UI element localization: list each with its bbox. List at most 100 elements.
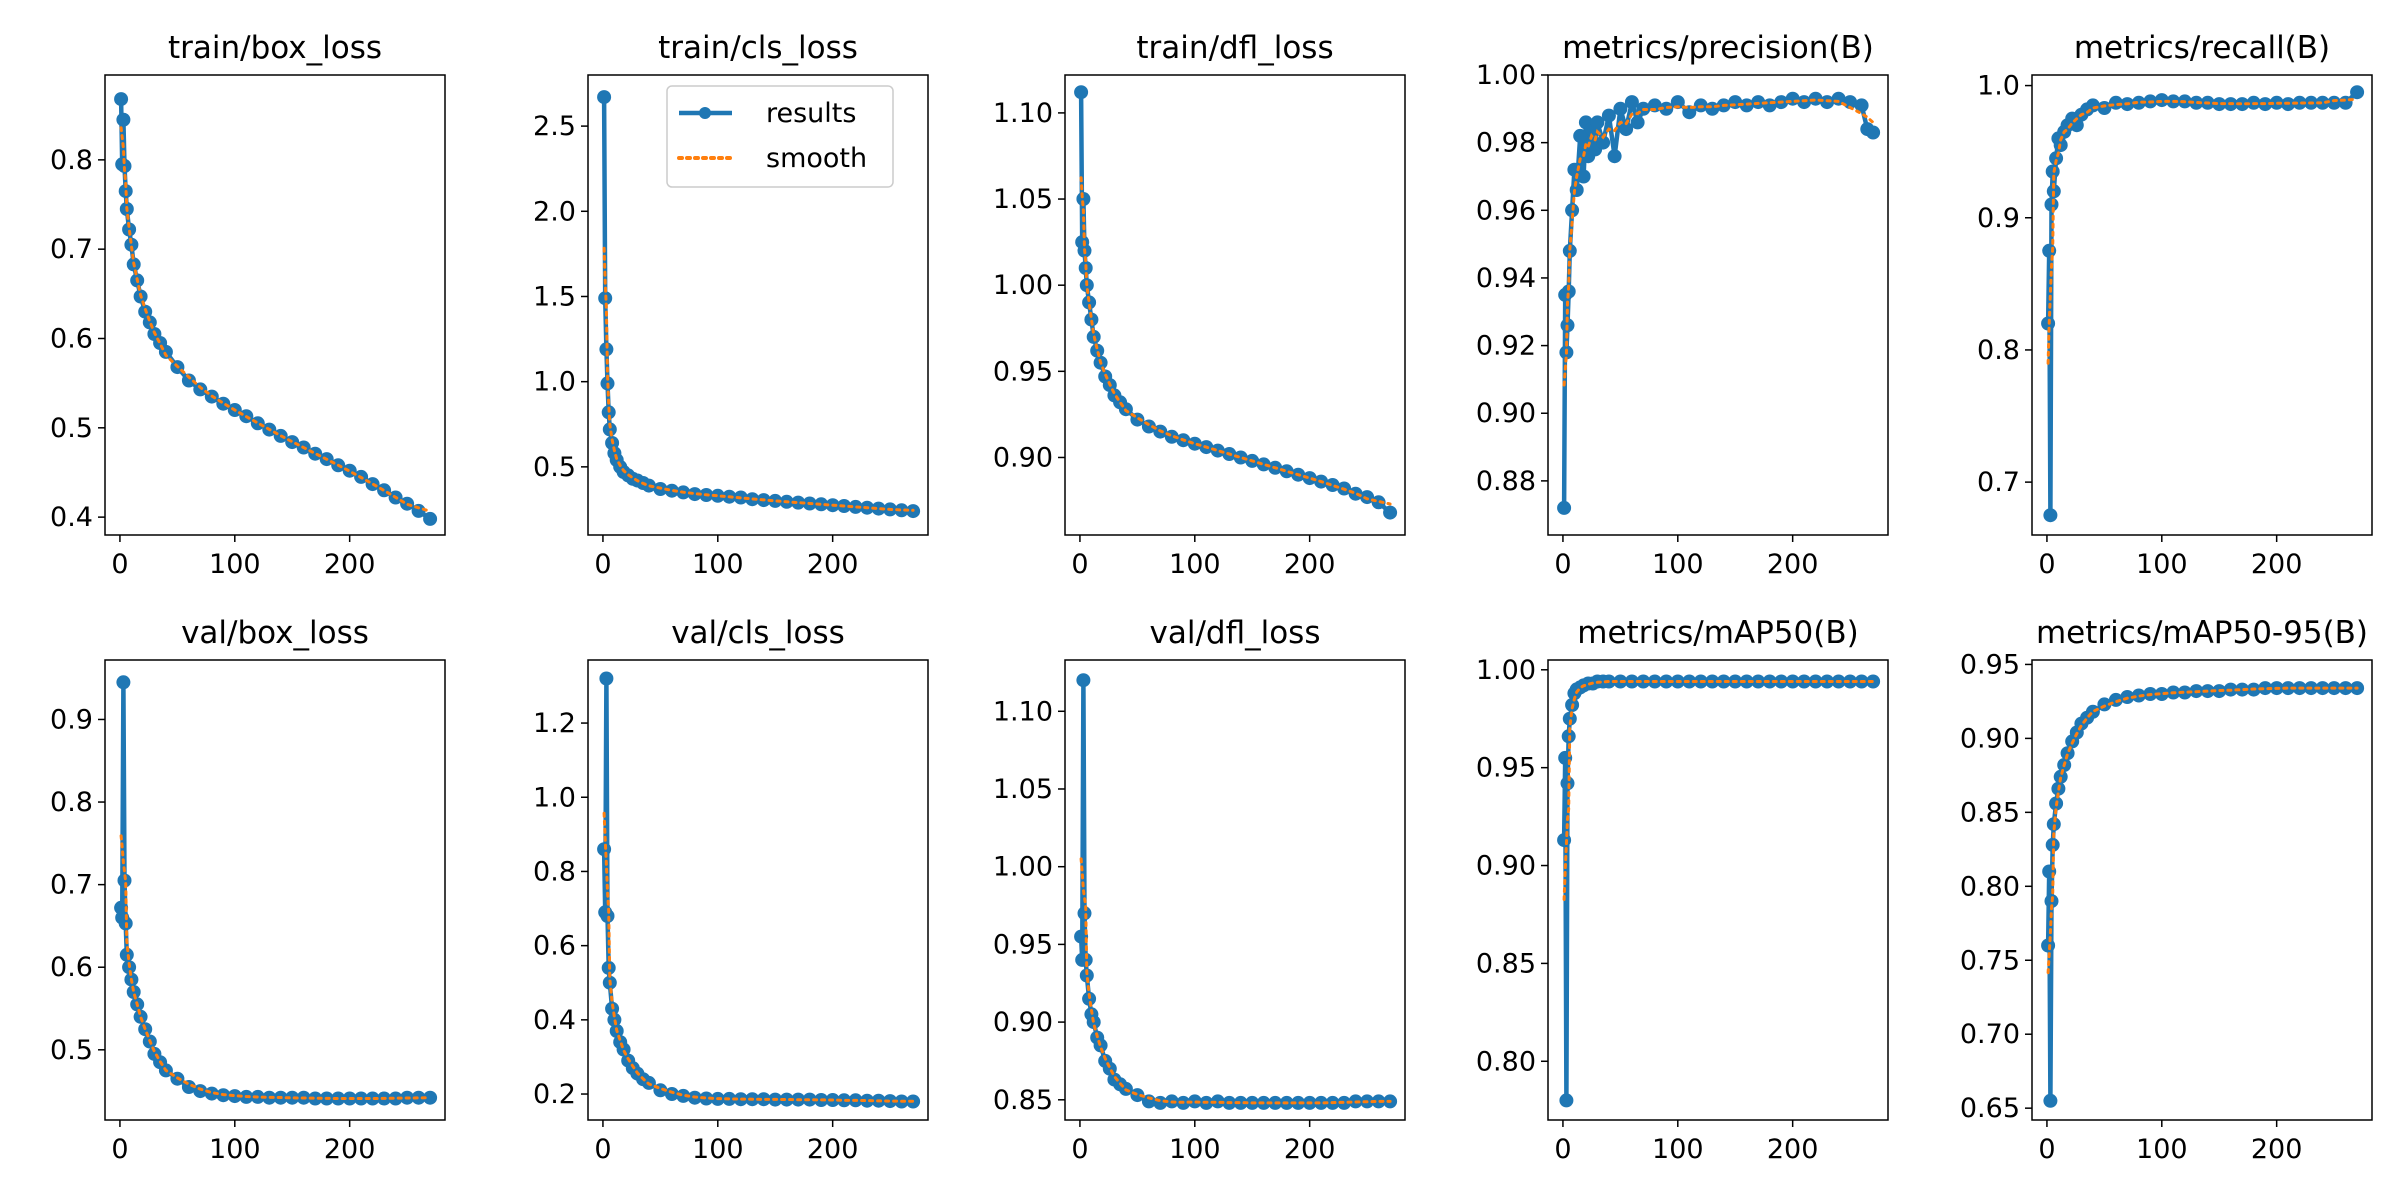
chart-title: metrics/mAP50-95(B) — [2036, 615, 2368, 651]
y-tick-label: 0.95 — [1476, 753, 1536, 784]
results-point — [124, 237, 139, 252]
y-tick-label: 2.5 — [533, 111, 576, 142]
results-point — [1624, 95, 1639, 110]
y-tick-label: 0.6 — [50, 323, 93, 354]
y-tick-label: 0.4 — [50, 502, 93, 533]
results-point — [2060, 746, 2075, 761]
x-tick-label: 200 — [1284, 1134, 1336, 1165]
results-line — [118, 680, 431, 1101]
smooth-line — [119, 834, 432, 1100]
results-point — [1630, 115, 1645, 130]
y-tick-label: 0.2 — [533, 1079, 576, 1110]
results-point — [1619, 122, 1634, 137]
results-point — [2154, 687, 2169, 701]
results-point — [193, 1084, 208, 1099]
x-tick-label: 200 — [1284, 549, 1336, 580]
results-point — [1082, 295, 1097, 310]
results-point — [1590, 115, 1605, 130]
results-point — [1843, 95, 1858, 110]
results-point — [142, 315, 157, 330]
smooth-line — [2046, 97, 2359, 365]
results-point — [1314, 1095, 1329, 1110]
y-tick-label: 0.9 — [50, 704, 93, 735]
chart-panel: train/cls_loss 0.5 1.0 1.5 2.0 2.5 0 100 200 resu… — [533, 30, 929, 580]
results-point — [1559, 1093, 1574, 1108]
x-tick-label: 200 — [2251, 549, 2303, 580]
x-tick-label: 0 — [111, 549, 128, 580]
x-tick-label: 100 — [692, 1134, 744, 1165]
results-point — [2350, 85, 2365, 100]
results-point — [2338, 95, 2353, 110]
y-tick-label: 1.0 — [533, 367, 576, 398]
results-point — [423, 511, 438, 526]
results-point — [2046, 817, 2061, 832]
y-tick-label: 0.90 — [993, 1007, 1053, 1038]
y-tick-label: 0.80 — [1960, 871, 2020, 902]
results-point — [1843, 674, 1858, 689]
results-point — [1613, 101, 1628, 116]
results-point — [2041, 938, 2056, 953]
x-tick-label: 200 — [807, 549, 859, 580]
x-tick-label: 100 — [1652, 1134, 1704, 1165]
chart-title: metrics/recall(B) — [2074, 30, 2330, 66]
chart-panel: metrics/precision(B) 0.88 0.90 0.92 0.94 0.96… — [1476, 30, 1889, 580]
chart-title: val/dfl_loss — [1150, 615, 1321, 651]
results-point — [1325, 478, 1340, 492]
results-point — [1233, 450, 1248, 465]
axes-frame — [1064, 74, 1406, 536]
x-tick-label: 0 — [1554, 1134, 1571, 1165]
results-point — [1090, 343, 1105, 358]
results-point — [1557, 833, 1572, 848]
results-point — [1074, 929, 1089, 944]
results-point — [126, 985, 141, 999]
results-point — [710, 488, 725, 503]
x-tick-label: 200 — [807, 1134, 859, 1165]
results-point — [308, 1091, 323, 1106]
y-tick-label: 0.75 — [1960, 945, 2020, 976]
results-point — [181, 373, 196, 388]
results-point — [1739, 674, 1754, 689]
results-point — [1256, 457, 1271, 472]
y-tick-label: 0.4 — [533, 1005, 576, 1036]
y-tick-label: 0.5 — [533, 452, 576, 483]
results-point — [1659, 101, 1674, 116]
results-point — [1291, 1095, 1306, 1110]
x-tick-label: 200 — [1767, 1134, 1819, 1165]
chart-panel: train/box_loss 0.4 0.5 0.6 0.7 0.8 0 100 200 — [50, 30, 446, 580]
chart-panel: val/cls_loss 0.2 0.4 0.6 0.8 1.0 1.2 0 100 200 — [533, 615, 929, 1165]
results-point — [2043, 508, 2058, 523]
y-tick-label: 0.65 — [1960, 1093, 2020, 1124]
results-point — [1077, 906, 1092, 921]
results-point — [1562, 243, 1577, 258]
results-point — [1084, 312, 1099, 327]
y-tick-label: 1.0 — [533, 782, 576, 813]
y-tick-label: 0.70 — [1960, 1019, 2020, 1050]
results-point — [1078, 952, 1093, 967]
chart-title: val/cls_loss — [671, 615, 845, 651]
results-point — [1371, 495, 1386, 510]
y-tick-label: 0.80 — [1476, 1046, 1536, 1077]
x-tick-label: 100 — [1169, 549, 1221, 580]
results-point — [687, 487, 702, 502]
axes-frame — [2031, 74, 2373, 536]
y-tick-label: 1.0 — [1977, 71, 2020, 102]
results-point — [1210, 1094, 1225, 1109]
results-point — [119, 947, 134, 962]
results-point — [2049, 151, 2064, 166]
results-point — [1348, 486, 1363, 501]
results-point — [1854, 98, 1869, 113]
y-tick-label: 0.90 — [1960, 723, 2020, 754]
results-point — [116, 675, 131, 690]
y-tick-label: 1.2 — [533, 708, 576, 739]
results-point — [599, 671, 614, 686]
results-point — [423, 1090, 438, 1105]
results-point — [2042, 243, 2057, 258]
results-line — [118, 99, 432, 521]
y-tick-label: 0.90 — [993, 442, 1053, 473]
smooth-line — [602, 246, 915, 512]
chart-title: metrics/mAP50(B) — [1577, 615, 1858, 651]
legend: results smooth — [666, 85, 894, 188]
axes-frame — [104, 659, 446, 1121]
results-point — [116, 112, 131, 127]
smooth-line — [1562, 98, 1875, 387]
